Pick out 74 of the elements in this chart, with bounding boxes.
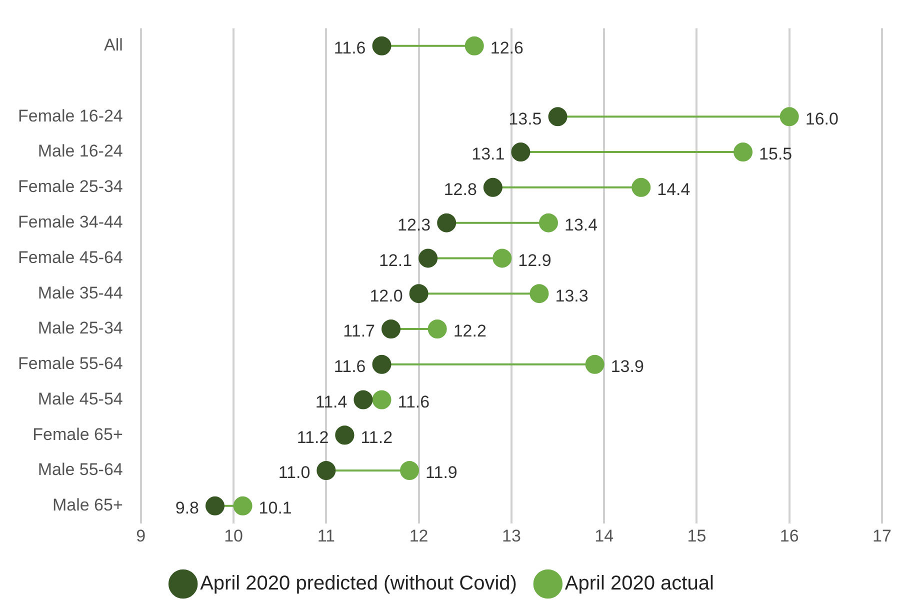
legend-label: April 2020 predicted (without Covid) [200,572,517,595]
data-label: 11.6 [398,392,430,412]
data-label: 9.8 [175,498,199,518]
data-label: 13.5 [508,109,542,128]
point [464,36,484,56]
point [354,390,373,410]
point [316,461,336,480]
point [780,107,799,126]
data-label: 11.7 [343,322,376,341]
point [418,248,438,268]
point [372,390,392,410]
x-tick-label: 14 [594,526,614,546]
point [233,496,252,516]
y-tick-label: Male 65+ [52,496,123,515]
data-label: 12.3 [398,216,431,235]
y-tick-label: Female 34-44 [18,212,123,232]
data-label: 12.0 [370,286,403,306]
x-tick-label: 11 [317,526,335,546]
y-tick-label: Male 45-54 [38,389,123,408]
point [548,107,568,126]
data-label: 16.0 [805,109,838,128]
point [206,496,224,516]
x-tick-label: 16 [780,526,799,546]
point [492,248,512,268]
data-label: 12.9 [518,250,552,270]
y-tick-label: Male 35-44 [38,283,123,302]
x-tick-label: 9 [136,526,146,546]
data-label: 12.2 [453,322,486,341]
data-label: 13.9 [610,357,644,376]
y-tick-label: Female 25-34 [18,177,123,196]
data-label: 12.6 [490,38,524,58]
data-label: 11.4 [315,392,348,412]
point [585,354,604,374]
data-label: 15.5 [759,144,792,164]
x-tick-label: 15 [687,526,706,546]
y-tick-label: Male 16-24 [38,142,123,161]
point [539,213,558,232]
point [428,319,447,338]
data-label: 11.9 [426,463,458,482]
data-label: 10.1 [258,498,292,518]
y-tick-label: All [104,36,123,55]
data-label: 11.6 [334,357,366,376]
x-tick-label: 17 [872,526,892,546]
point [437,213,456,232]
data-label: 11.2 [360,428,393,447]
y-tick-label: Female 16-24 [18,106,123,126]
data-label: 12.1 [378,250,412,270]
y-tick-label: Female 55-64 [18,354,123,374]
data-label: 11.6 [334,38,366,58]
point [734,142,753,162]
legend-label: April 2020 actual [564,572,714,595]
data-label: 11.2 [296,428,329,447]
data-label: 13.1 [472,144,505,164]
data-label: 13.4 [564,216,598,235]
x-tick-label: 10 [224,526,243,546]
y-tick-label: Male 25-34 [38,318,123,338]
point [372,36,392,56]
x-tick-label: 13 [502,526,521,546]
point [382,319,401,338]
y-tick-label: Male 55-64 [38,460,123,480]
data-label: 12.8 [444,180,477,200]
data-label: 13.3 [555,286,588,306]
point [632,178,651,197]
y-tick-label: Female 45-64 [18,248,123,267]
data-label: 14.4 [657,180,690,200]
point [483,178,502,197]
y-tick-label: Female 65+ [32,424,123,444]
point [409,284,428,304]
data-label: 11.0 [278,463,310,482]
point [530,284,549,304]
x-tick-label: 12 [409,526,428,546]
point [400,461,420,480]
point [511,142,530,162]
point [372,354,392,374]
